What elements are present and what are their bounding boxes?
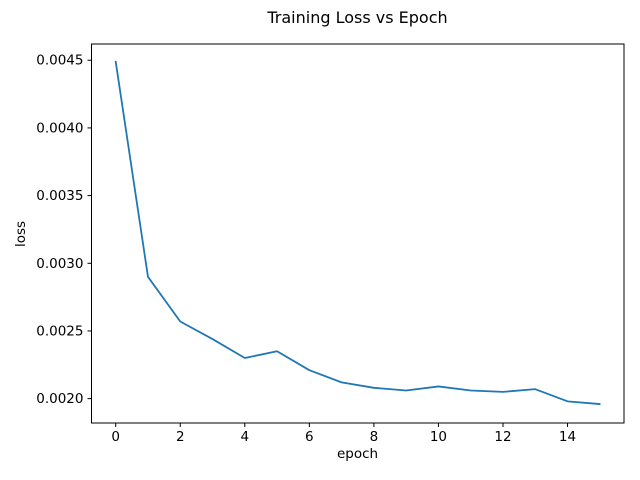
x-tick-label: 8 <box>370 429 379 445</box>
loss-line <box>114 60 601 405</box>
y-tick-label: 0.0035 <box>36 188 83 204</box>
x-axis-label: epoch <box>336 446 379 462</box>
x-tick-label: 10 <box>430 429 447 445</box>
axes-spines <box>91 43 625 424</box>
y-tick-label: 0.0020 <box>36 391 83 407</box>
y-tick-label: 0.0025 <box>36 323 83 339</box>
x-tick-label: 4 <box>240 429 249 445</box>
x-tick-label: 6 <box>305 429 314 445</box>
x-tick-label: 0 <box>111 429 120 445</box>
x-tick-label: 14 <box>559 429 576 445</box>
y-tick-label: 0.0040 <box>36 120 83 136</box>
x-tick-label: 12 <box>494 429 511 445</box>
y-tick-label: 0.0045 <box>36 53 83 69</box>
y-tick-label: 0.0030 <box>36 256 83 272</box>
x-tick-label: 2 <box>176 429 185 445</box>
chart-title: Training Loss vs Epoch <box>267 8 448 27</box>
